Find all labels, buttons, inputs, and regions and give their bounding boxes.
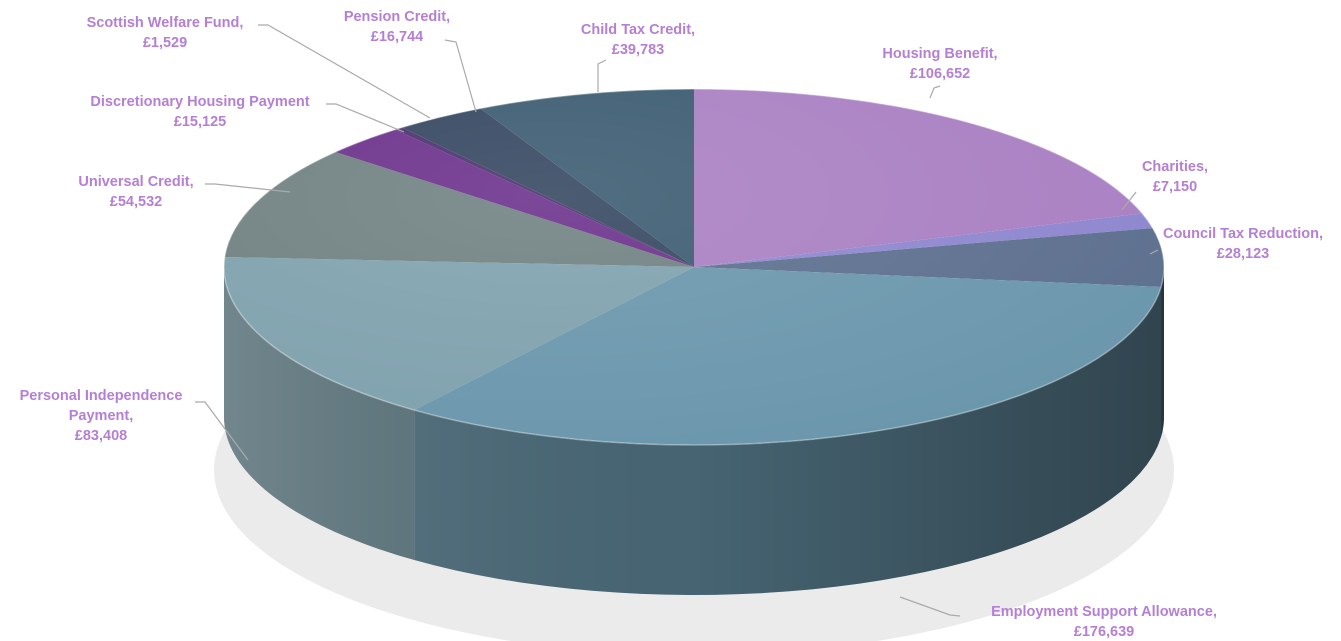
slice-name-label-7: Scottish Welfare Fund, [87, 15, 244, 31]
slice-value-label-4: £83,408 [75, 428, 127, 444]
leader-line-7 [258, 24, 431, 119]
slice-value-label-1: £7,150 [1153, 179, 1197, 195]
slice-value-label-9: £39,783 [612, 42, 664, 58]
slice-name-label-0: Housing Benefit, [882, 46, 997, 62]
slice-name-label-3: Employment Support Allowance, [991, 604, 1217, 620]
slice-name-label-5: Universal Credit, [78, 174, 193, 190]
slice-value-label-7: £1,529 [143, 35, 187, 51]
leader-line-3 [899, 596, 961, 617]
leader-line-9 [597, 59, 607, 92]
slice-name-label-2: Council Tax Reduction, [1163, 226, 1323, 242]
leader-lines [195, 24, 1159, 617]
slice-name-label-1: Charities, [1142, 159, 1208, 175]
leader-line-4 [195, 401, 249, 461]
top-rim [223, 88, 1165, 446]
pie-side-group [224, 267, 1164, 595]
slice-name-label-9: Child Tax Credit, [581, 22, 695, 38]
slice-name-label-8: Pension Credit, [344, 9, 450, 25]
leader-line-6 [326, 103, 405, 133]
slice-value-label-3: £176,639 [1074, 624, 1134, 640]
slice-labels: Housing Benefit, £106,652 Charities, £7,150… [20, 9, 1323, 640]
pie-top-group [223, 88, 1165, 446]
slice-value-label-6: £15,125 [174, 114, 226, 130]
slice-value-label-0: £106,652 [910, 66, 970, 82]
slice-value-label-8: £16,744 [371, 29, 423, 45]
slice-name-label-4: Payment, [69, 408, 133, 424]
slice-value-label-5: £54,532 [110, 194, 162, 210]
side-shading [224, 267, 1164, 595]
leader-line-0 [929, 85, 941, 99]
slice-value-label-2: £28,123 [1217, 246, 1269, 262]
top-gloss [224, 89, 1164, 445]
leader-line-5 [205, 183, 291, 193]
leader-line-2 [1149, 249, 1159, 255]
slice-name-label-4: Personal Independence [20, 388, 183, 404]
leader-line-8 [444, 39, 477, 113]
leader-line-1 [1121, 191, 1137, 211]
slice-name-label-6: Discretionary Housing Payment [90, 94, 309, 110]
